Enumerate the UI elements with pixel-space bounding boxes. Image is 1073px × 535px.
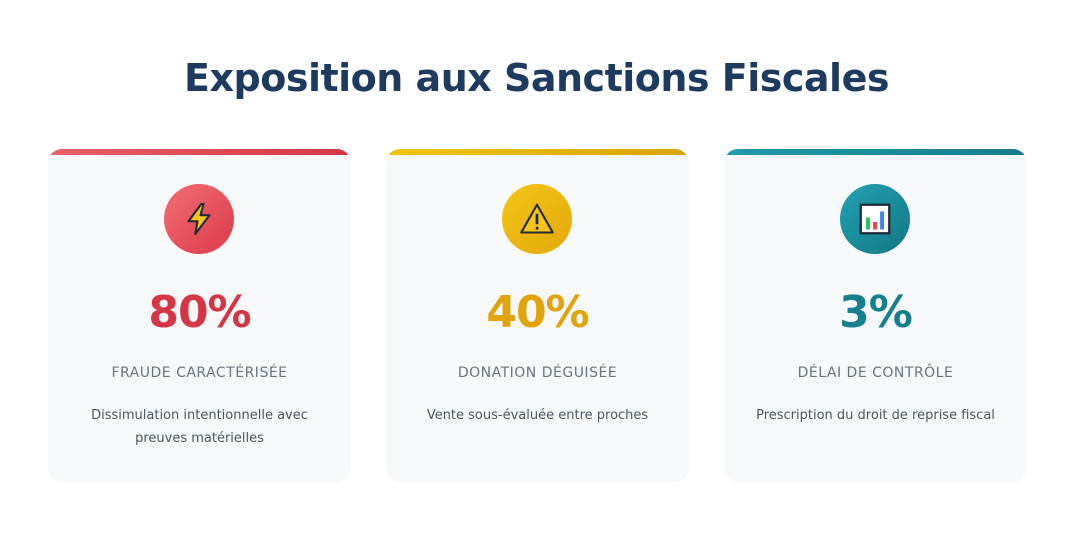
- card-accent-bar: [724, 149, 1027, 155]
- card-fraude: 80% FRAUDE CARACTÉRISÉE Dissimulation in…: [48, 149, 351, 482]
- card-accent-bar: [48, 149, 351, 155]
- stat-value: 80%: [148, 287, 251, 338]
- stats-cards: 80% FRAUDE CARACTÉRISÉE Dissimulation in…: [48, 149, 1028, 482]
- stat-label: DONATION DÉGUISÉE: [457, 365, 618, 381]
- stat-description: Prescription du droit de reprise fiscal: [756, 408, 995, 423]
- stat-label: FRAUDE CARACTÉRISÉE: [111, 365, 288, 381]
- stat-value: 3%: [839, 287, 913, 338]
- stat-description: Dissimulation intentionnelle avec preuve…: [91, 408, 308, 446]
- card-delai: 3% DÉLAI DE CONTRÔLE Prescription du dro…: [724, 149, 1027, 482]
- page-title: Exposition aux Sanctions Fiscales: [184, 56, 889, 100]
- warning-icon: [502, 184, 572, 254]
- stat-description: Vente sous-évaluée entre proches: [426, 408, 649, 423]
- stat-value: 40%: [486, 287, 589, 338]
- lightning-icon: [164, 184, 234, 254]
- stat-label: DÉLAI DE CONTRÔLE: [797, 365, 954, 381]
- card-donation: 40% DONATION DÉGUISÉE Vente sous-évaluée…: [386, 149, 689, 482]
- bar-chart-icon: [840, 184, 910, 254]
- card-accent-bar: [386, 149, 689, 155]
